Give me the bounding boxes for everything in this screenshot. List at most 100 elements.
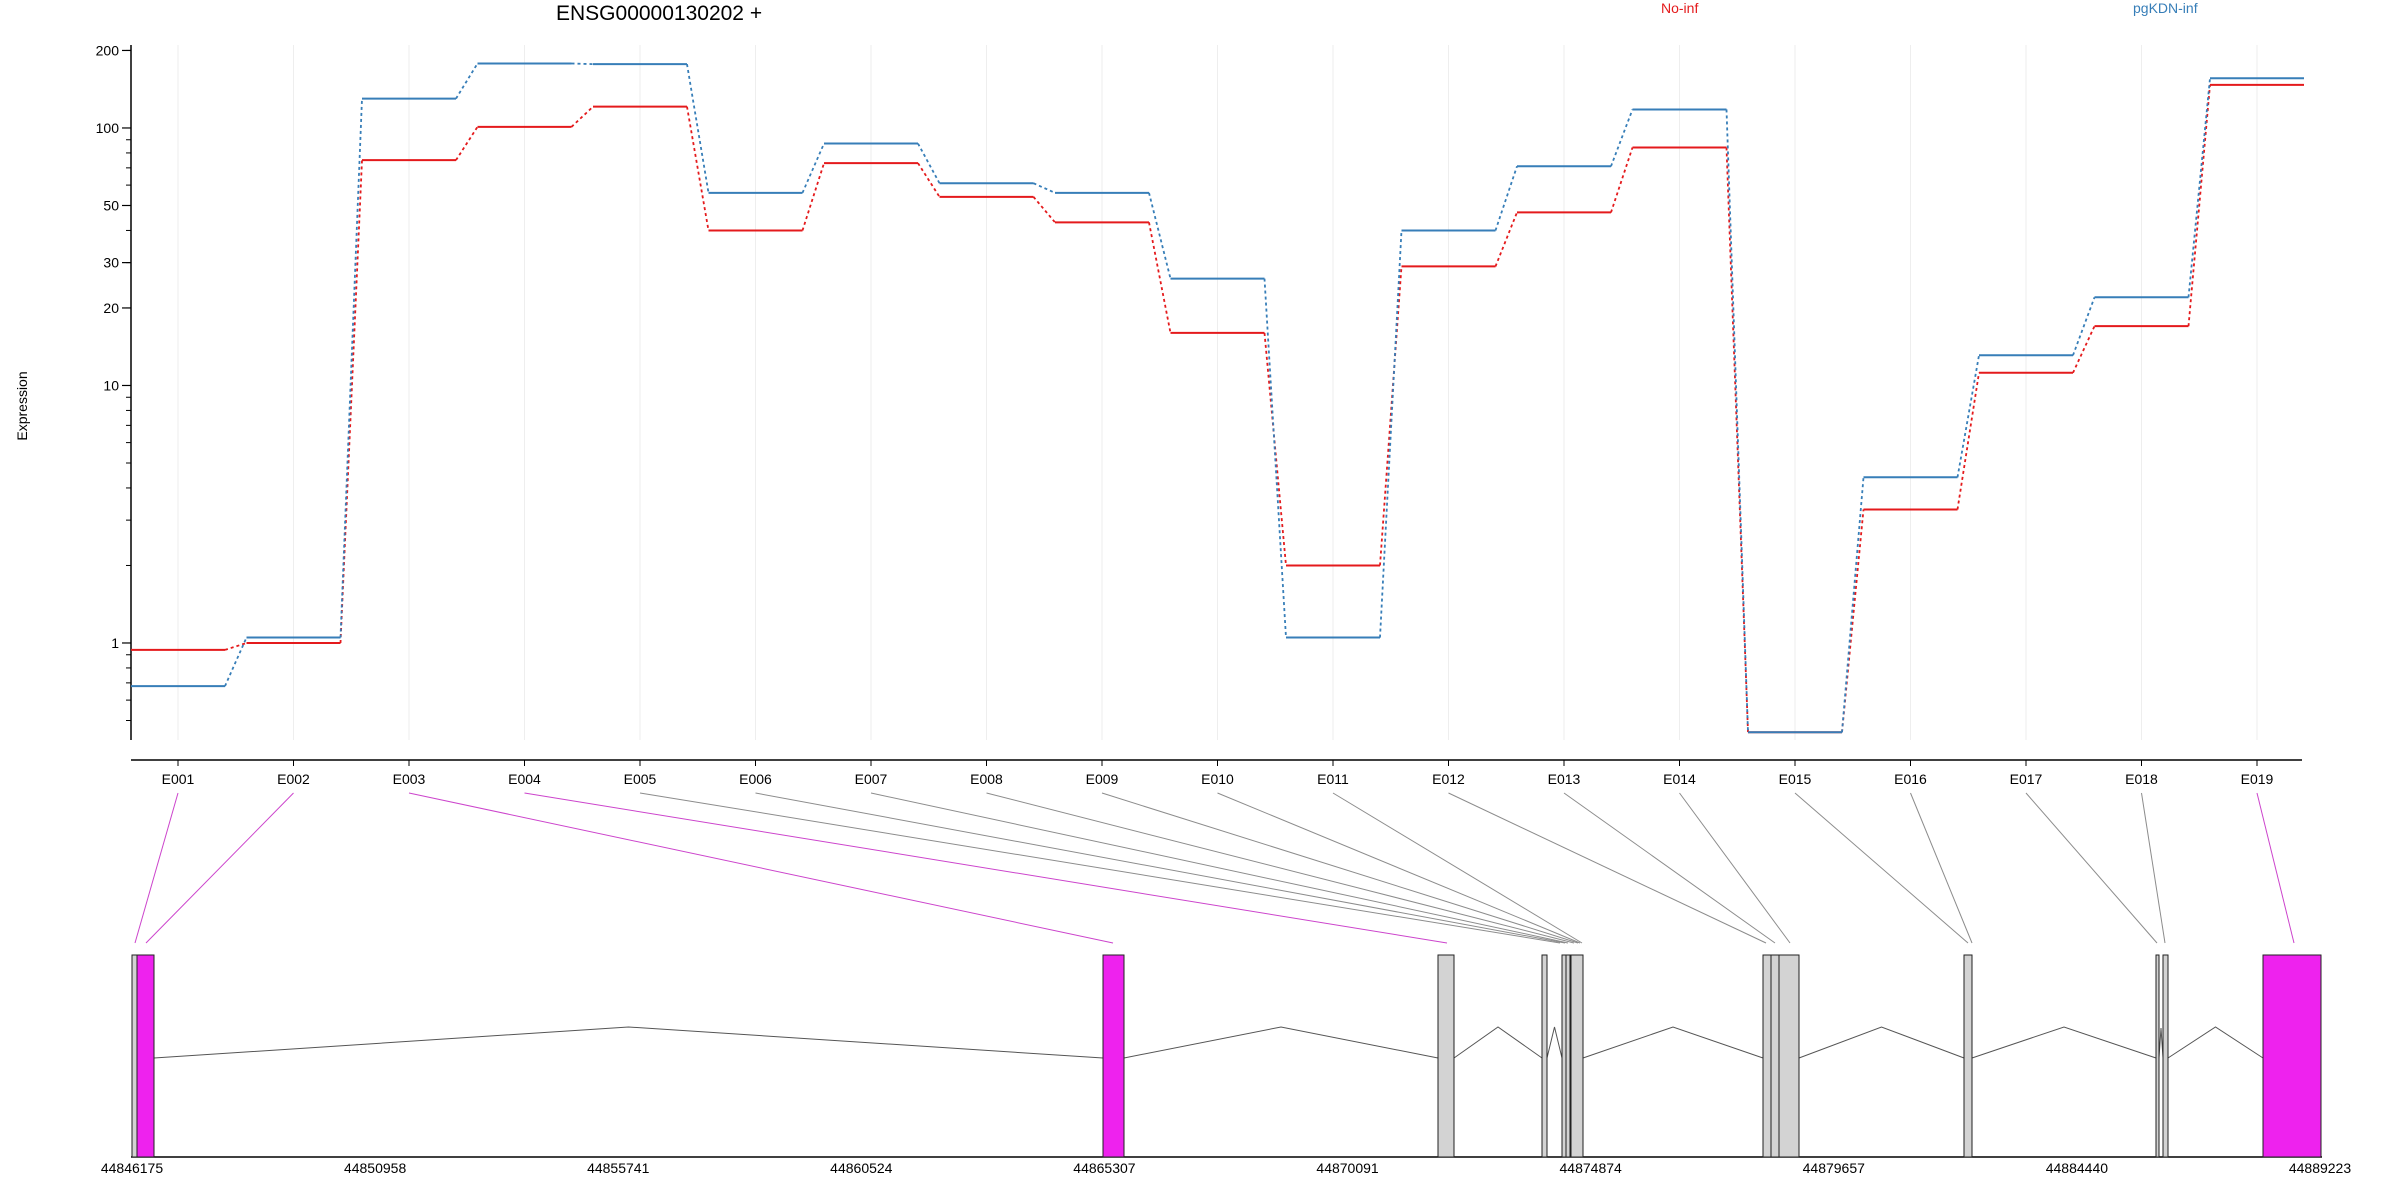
connector-no-inf <box>1725 147 1749 733</box>
intron <box>1453 1026 1543 1059</box>
connector-no-inf <box>917 162 941 198</box>
exon-block-highlight <box>136 954 155 1158</box>
exon-block <box>1762 954 1772 1158</box>
connector-e019 <box>2256 792 2295 944</box>
intron <box>1798 1026 1965 1059</box>
legend-item-pgkdn-inf: pgKDN-inf <box>2133 0 2198 16</box>
x-tick-label-e014: E014 <box>1663 771 1696 787</box>
connector-pgkdn-inf <box>1148 192 1172 279</box>
genomic-coordinate-label: 44884440 <box>2046 1160 2109 1176</box>
connector-e004 <box>524 792 1448 944</box>
connector-e006 <box>755 792 1566 944</box>
x-tick-label-e011: E011 <box>1317 771 1349 787</box>
legend-item-no-inf: No-inf <box>1661 0 1699 16</box>
gene-model <box>131 954 2322 1158</box>
genomic-coordinate-label: 44879657 <box>1803 1160 1866 1176</box>
x-tick-label-e019: E019 <box>2241 771 2274 787</box>
exon-block <box>2162 954 2169 1158</box>
connector-pgkdn-inf <box>2187 78 2211 298</box>
genomic-coordinate-label: 44874874 <box>1560 1160 1623 1176</box>
connector-pgkdn-inf <box>224 637 248 687</box>
x-tick-label-e015: E015 <box>1779 771 1812 787</box>
exon-block <box>1565 954 1571 1158</box>
x-tick-label-e001: E001 <box>162 771 195 787</box>
x-tick-label-e012: E012 <box>1432 771 1465 787</box>
connector-e007 <box>870 792 1569 944</box>
intron <box>1546 1026 1563 1059</box>
x-tick-label-e008: E008 <box>970 771 1003 787</box>
connector-pgkdn-inf <box>1610 109 1634 167</box>
genomic-coordinate-label: 44850958 <box>344 1160 407 1176</box>
exon-block <box>1770 954 1780 1158</box>
intron <box>153 1026 1104 1059</box>
connector-e001 <box>134 792 179 944</box>
genomic-coordinate-label: 44889223 <box>2289 1160 2352 1176</box>
connector-no-inf <box>1610 147 1634 213</box>
exon-block <box>131 954 138 1158</box>
connector-no-inf <box>1379 266 1403 566</box>
exon-block <box>1963 954 1973 1158</box>
connector-no-inf <box>455 126 479 161</box>
genomic-coordinate-label: 44870091 <box>1316 1160 1379 1176</box>
intron <box>2158 1027 2164 1059</box>
connector-pgkdn-inf <box>1725 109 1749 733</box>
connector-e017 <box>2025 792 2158 944</box>
genomic-coordinate-label: 44846175 <box>101 1160 164 1176</box>
connector-e002 <box>145 792 294 944</box>
intron <box>1971 1026 2157 1059</box>
genomic-coordinate-label: 44855741 <box>587 1160 650 1176</box>
exon-block-highlight <box>1102 954 1125 1158</box>
connector-pgkdn-inf <box>917 143 941 184</box>
connector-pgkdn-inf <box>1263 278 1287 638</box>
exon-block <box>1570 954 1584 1158</box>
connector-e015 <box>1794 792 1969 944</box>
connector-no-inf <box>686 106 710 231</box>
connector-pgkdn-inf <box>1494 165 1518 231</box>
connector-pgkdn-inf <box>801 143 825 194</box>
connector-e018 <box>2141 792 2166 944</box>
series-no-inf <box>131 83 2304 734</box>
connector-pgkdn-inf <box>455 63 479 100</box>
connector-e005 <box>639 792 1561 944</box>
genomic-axis: 44846175 44850958 44855741 44860524 44865307… <box>101 1160 2352 1176</box>
connector-pgkdn-inf <box>339 98 363 638</box>
exon-block <box>1778 954 1800 1158</box>
exon-block <box>1541 954 1548 1158</box>
connector-no-inf <box>1032 196 1056 223</box>
connector-no-inf <box>1956 372 1980 510</box>
connector-pgkdn-inf <box>2072 296 2096 356</box>
connector-e012 <box>1448 792 1767 944</box>
x-tick-label-e009: E009 <box>1086 771 1119 787</box>
connector-no-inf <box>1494 212 1518 267</box>
intron <box>2167 1026 2264 1059</box>
connector-no-inf <box>1841 509 1865 733</box>
exon-block <box>1561 954 1567 1158</box>
connector-e003 <box>408 792 1114 944</box>
x-tick-label-e004: E004 <box>508 771 541 787</box>
y-tick-label: 50 <box>103 197 119 213</box>
x-tick-label-e007: E007 <box>855 771 888 787</box>
y-tick-label: 1 <box>111 635 119 651</box>
connector-no-inf <box>339 160 363 644</box>
connector-no-inf <box>2072 325 2096 374</box>
x-tick-label-e006: E006 <box>739 771 772 787</box>
x-tick-label-e016: E016 <box>1894 771 1927 787</box>
connector-e013 <box>1563 792 1776 944</box>
exon-block-highlight <box>2262 954 2322 1158</box>
connector-e014 <box>1679 792 1791 944</box>
connector-pgkdn-inf <box>1956 355 1980 478</box>
connector-e011 <box>1332 792 1583 944</box>
exon-connectors <box>134 792 2295 944</box>
x-tick-label-e003: E003 <box>393 771 426 787</box>
y-tick-label: 200 <box>96 42 120 58</box>
genomic-coordinate-label: 44865307 <box>1073 1160 1136 1176</box>
x-tick-label-e005: E005 <box>624 771 657 787</box>
grid <box>177 45 2258 740</box>
connector-pgkdn-inf <box>571 62 594 66</box>
exon-block <box>1437 954 1455 1158</box>
genomic-coordinate-label: 44860524 <box>830 1160 893 1176</box>
x-axis: E001 E002 E003 E004 E005 E006 E007 E008 E009 E010… <box>131 759 2302 787</box>
x-tick-label-e017: E017 <box>2010 771 2043 787</box>
connector-e008 <box>986 792 1575 944</box>
